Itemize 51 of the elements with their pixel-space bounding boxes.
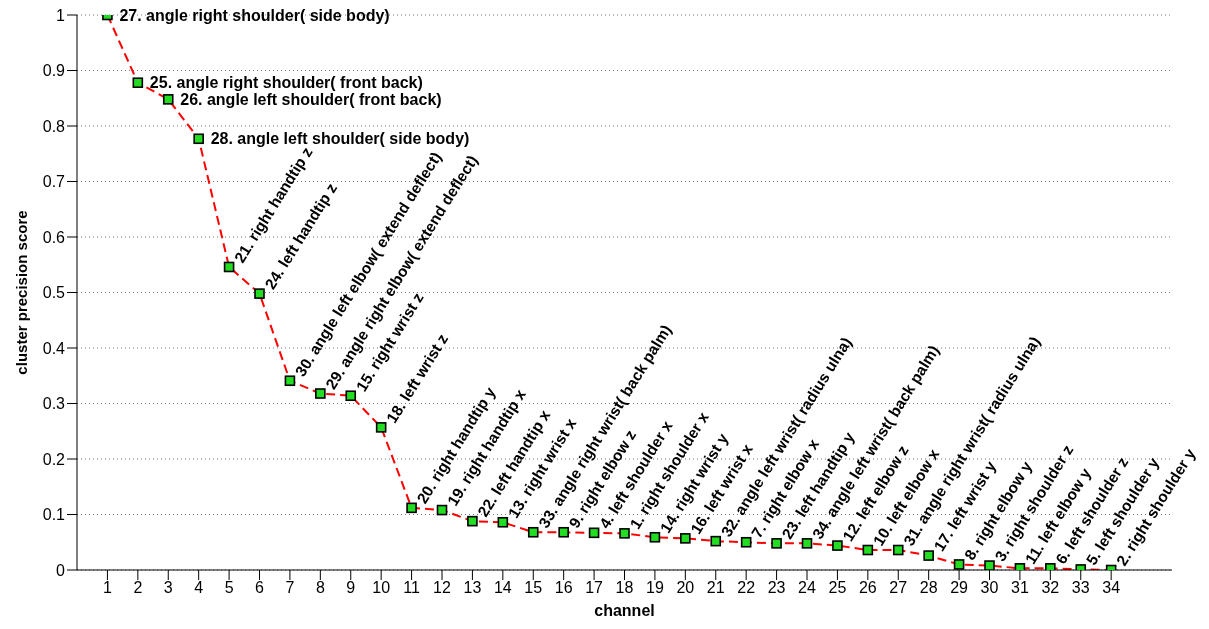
- annotation: 26. angle left shoulder( front back): [180, 90, 442, 108]
- x-tick-label: 27: [889, 579, 908, 597]
- x-tick-label: 34: [1102, 579, 1121, 597]
- x-tick-label: 22: [737, 579, 756, 597]
- x-tick-label: 29: [950, 579, 969, 597]
- x-tick-label: 16: [554, 579, 573, 597]
- y-tick-label: 0.2: [42, 450, 66, 468]
- x-tick-label: 30: [980, 579, 999, 597]
- y-axis-title: cluster precision score: [13, 210, 31, 375]
- x-tick-label: 11: [403, 579, 420, 597]
- y-tick-label: 0.4: [42, 339, 66, 357]
- x-tick-label: 33: [1071, 579, 1090, 597]
- y-tick-label: 1: [56, 6, 66, 24]
- x-tick-label: 7: [285, 579, 295, 597]
- x-tick-label: 32: [1041, 579, 1060, 597]
- x-tick-label: 3: [163, 579, 173, 597]
- x-tick-label: 20: [676, 579, 695, 597]
- x-tick-label: 23: [767, 579, 786, 597]
- x-tick-label: 10: [372, 579, 391, 597]
- x-tick-label: 15: [524, 579, 543, 597]
- x-tick-label: 28: [919, 579, 938, 597]
- y-tick-label: 0.3: [42, 395, 66, 413]
- y-tick-label: 0: [56, 561, 66, 579]
- x-tick-label: 19: [646, 579, 664, 597]
- x-tick-label: 9: [346, 579, 356, 597]
- x-tick-label: 8: [315, 579, 325, 597]
- x-tick-label: 24: [798, 579, 816, 597]
- x-tick-label: 31: [1011, 579, 1029, 597]
- annotation: 27. angle right shoulder( side body): [119, 6, 390, 24]
- x-tick-label: 2: [133, 579, 143, 597]
- x-tick-label: 25: [828, 579, 847, 597]
- y-tick-label: 0.1: [42, 506, 66, 524]
- x-tick-label: 1: [102, 579, 112, 597]
- x-tick-label: 18: [615, 579, 634, 597]
- x-tick-label: 26: [858, 579, 877, 597]
- annotation: 28. angle left shoulder( side body): [210, 130, 470, 148]
- x-tick-label: 5: [224, 579, 234, 597]
- y-tick-label: 0.6: [42, 228, 66, 246]
- y-tick-label: 0.5: [42, 284, 66, 302]
- x-tick-label: 21: [706, 579, 725, 597]
- y-tick-label: 0.8: [42, 117, 66, 135]
- x-tick-label: 17: [585, 579, 604, 597]
- x-tick-label: 4: [194, 579, 204, 597]
- x-tick-label: 13: [463, 579, 482, 597]
- y-tick-label: 0.9: [42, 62, 66, 80]
- x-tick-label: 6: [255, 579, 265, 597]
- x-tick-label: 14: [493, 579, 512, 597]
- annotation: 25. angle right shoulder( front back): [149, 74, 423, 92]
- x-tick-label: 12: [433, 579, 451, 597]
- y-tick-label: 0.7: [42, 173, 66, 191]
- x-axis-title: channel: [594, 602, 655, 619]
